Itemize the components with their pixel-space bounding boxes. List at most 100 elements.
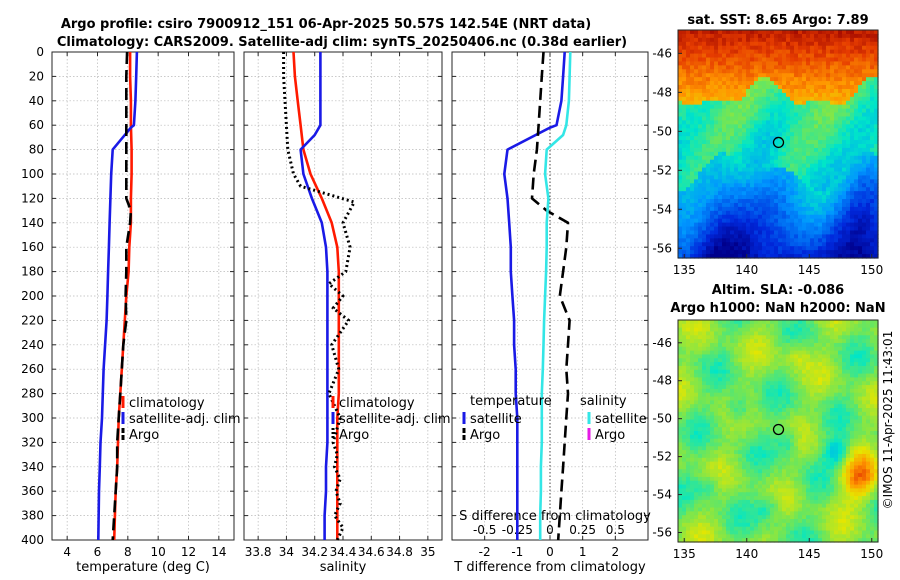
heatmap-cell xyxy=(734,124,739,129)
heatmap-cell xyxy=(766,438,771,444)
heatmap-cell xyxy=(854,65,859,70)
heatmap-cell xyxy=(870,140,875,145)
heatmap-cell xyxy=(858,411,863,417)
heatmap-cell xyxy=(806,346,811,352)
heatmap-cell xyxy=(842,151,847,157)
heatmap-cell xyxy=(814,214,819,220)
heatmap-cell xyxy=(758,362,763,367)
heatmap-cell xyxy=(778,187,783,192)
heatmap-cell xyxy=(718,120,723,125)
heatmap-cell xyxy=(742,381,747,386)
heatmap-cell xyxy=(870,415,875,421)
heatmap-cell xyxy=(866,69,871,74)
heatmap-cell xyxy=(810,45,815,51)
heatmap-cell xyxy=(750,230,755,236)
heatmap-cell xyxy=(698,442,703,447)
heatmap-cell xyxy=(746,159,751,165)
heatmap-cell xyxy=(802,96,807,102)
heatmap-cell xyxy=(834,187,839,192)
heatmap-cell xyxy=(694,199,699,204)
heatmap-cell xyxy=(766,350,771,356)
heatmap-cell xyxy=(858,234,863,239)
heatmap-cell xyxy=(850,69,855,74)
heatmap-cell xyxy=(814,81,819,86)
heatmap-cell xyxy=(782,419,787,424)
heatmap-cell xyxy=(850,438,855,444)
heatmap-cell xyxy=(742,33,747,39)
heatmap-cell xyxy=(758,163,763,169)
x-tick-label: 6 xyxy=(94,545,102,559)
heatmap-cell xyxy=(818,37,823,43)
heatmap-cell xyxy=(814,41,819,47)
heatmap-cell xyxy=(750,442,755,447)
heatmap-cell xyxy=(758,140,763,145)
heatmap-cell xyxy=(866,112,871,118)
heatmap-cell xyxy=(866,446,871,451)
heatmap-cell xyxy=(694,392,699,398)
heatmap-cell xyxy=(702,140,707,145)
heatmap-cell xyxy=(678,53,683,59)
heatmap-cell xyxy=(726,242,731,247)
heatmap-cell xyxy=(702,104,707,110)
heatmap-cell xyxy=(706,65,711,70)
heatmap-cell xyxy=(746,104,751,110)
heatmap-cell xyxy=(786,354,791,359)
heatmap-cell xyxy=(722,69,727,74)
heatmap-cell xyxy=(706,57,711,63)
heatmap-cell xyxy=(774,73,779,78)
heatmap-cell xyxy=(822,69,827,74)
heatmap-cell xyxy=(782,346,787,352)
heatmap-cell xyxy=(846,132,851,137)
heatmap-cell xyxy=(686,423,691,428)
heatmap-cell xyxy=(778,92,783,98)
heatmap-cell xyxy=(782,446,787,451)
heatmap-cell xyxy=(682,144,687,149)
heatmap-cell xyxy=(710,438,715,444)
heatmap-cell xyxy=(850,53,855,59)
heatmap-cell xyxy=(850,116,855,122)
heatmap-cell xyxy=(710,108,715,114)
heatmap-cell xyxy=(686,120,691,125)
heatmap-cell xyxy=(758,246,763,251)
heatmap-cell xyxy=(818,242,823,247)
heatmap-cell xyxy=(774,411,779,417)
heatmap-cell xyxy=(734,61,739,66)
heatmap-cell xyxy=(842,100,847,106)
heatmap-cell xyxy=(698,358,703,363)
heatmap-cell xyxy=(806,335,811,340)
heatmap-cell xyxy=(842,230,847,236)
heatmap-cell xyxy=(690,214,695,220)
heatmap-cell xyxy=(846,104,851,110)
heatmap-cell xyxy=(842,155,847,161)
heatmap-cell xyxy=(742,167,747,173)
heatmap-cell xyxy=(766,323,771,329)
heatmap-cell xyxy=(786,442,791,447)
heatmap-cell xyxy=(718,128,723,133)
heatmap-cell xyxy=(730,199,735,204)
heatmap-cell xyxy=(822,128,827,133)
heatmap-cell xyxy=(698,206,703,212)
heatmap-cell xyxy=(770,69,775,74)
heatmap-cell xyxy=(874,442,879,447)
heatmap-cell xyxy=(790,327,795,333)
heatmap-cell xyxy=(854,438,859,444)
heatmap-cell xyxy=(698,415,703,421)
heatmap-cell xyxy=(770,206,775,212)
heatmap-cell xyxy=(762,167,767,173)
heatmap-cell xyxy=(822,195,827,200)
heatmap-cell xyxy=(786,218,791,224)
heatmap-cell xyxy=(842,385,847,390)
map-lon-label: 150 xyxy=(860,263,883,277)
heatmap-cell xyxy=(866,37,871,43)
heatmap-cell xyxy=(806,450,811,455)
heatmap-cell xyxy=(730,183,735,188)
heatmap-cell xyxy=(730,242,735,247)
heatmap-cell xyxy=(842,392,847,398)
heatmap-cell xyxy=(830,88,835,94)
heatmap-cell xyxy=(842,53,847,59)
heatmap-cell xyxy=(806,327,811,333)
heatmap-cell xyxy=(798,88,803,94)
heatmap-cell xyxy=(834,108,839,114)
heatmap-cell xyxy=(774,226,779,232)
heatmap-cell xyxy=(730,250,735,255)
